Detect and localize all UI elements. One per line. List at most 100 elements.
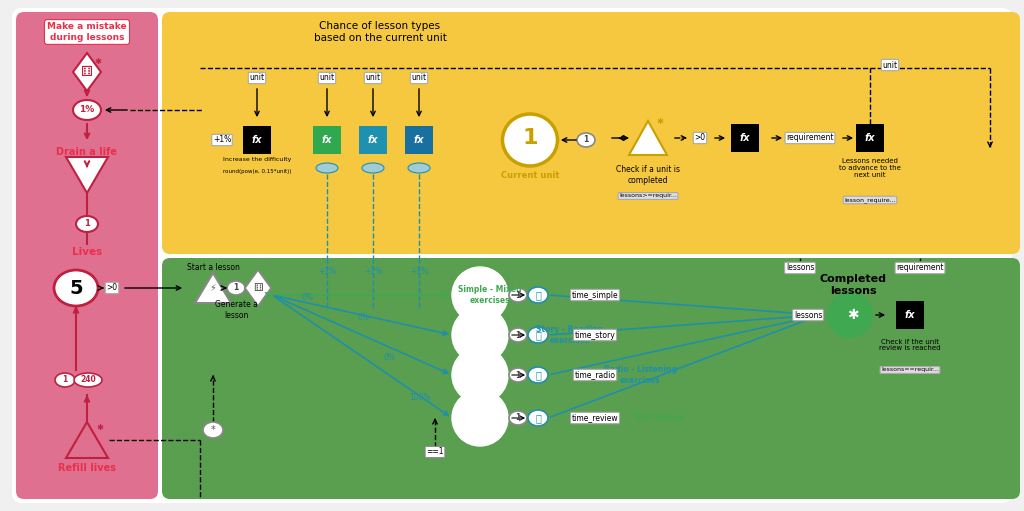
Ellipse shape: [528, 410, 548, 426]
Ellipse shape: [54, 270, 98, 306]
Text: Drain a life: Drain a life: [56, 147, 118, 157]
Circle shape: [452, 347, 508, 403]
Bar: [406, 126, 433, 154]
Text: fx: fx: [322, 135, 332, 145]
Ellipse shape: [503, 114, 557, 166]
Ellipse shape: [509, 411, 527, 425]
Circle shape: [452, 267, 508, 323]
Text: ⧗: ⧗: [536, 370, 541, 380]
Ellipse shape: [362, 163, 384, 173]
Text: lesson_require...: lesson_require...: [844, 197, 896, 203]
Text: unit: unit: [366, 74, 381, 82]
Polygon shape: [66, 422, 108, 458]
Text: unit: unit: [412, 74, 427, 82]
Bar: [243, 126, 271, 154]
Ellipse shape: [528, 327, 548, 343]
Text: 1: 1: [62, 376, 68, 384]
Text: Current unit: Current unit: [501, 171, 559, 179]
Text: Start a lesson: Start a lesson: [186, 263, 240, 271]
Text: requirement: requirement: [786, 133, 834, 143]
FancyBboxPatch shape: [16, 12, 158, 499]
Bar: [896, 301, 924, 329]
Text: ⚅: ⚅: [253, 283, 263, 293]
Text: >0: >0: [106, 284, 118, 292]
Text: lessons==requir...: lessons==requir...: [881, 367, 939, 373]
FancyBboxPatch shape: [162, 12, 1020, 254]
FancyBboxPatch shape: [162, 258, 1020, 499]
Text: Generate a
lesson: Generate a lesson: [215, 300, 257, 320]
Polygon shape: [629, 121, 667, 155]
Text: 1: 1: [515, 331, 520, 339]
Text: fx: fx: [905, 310, 915, 320]
Text: unit: unit: [319, 74, 335, 82]
Text: ✱: ✱: [847, 308, 859, 322]
Text: ==1: ==1: [426, 448, 443, 456]
Bar: [313, 126, 341, 154]
Text: unit: unit: [250, 74, 264, 82]
FancyBboxPatch shape: [12, 8, 1012, 503]
Text: Lives: Lives: [72, 247, 102, 257]
Polygon shape: [195, 273, 231, 303]
Text: 0%: 0%: [384, 354, 396, 362]
Text: lessons: lessons: [785, 264, 814, 272]
Text: +1%: +1%: [213, 135, 231, 145]
Text: +1%: +1%: [364, 267, 382, 276]
Text: fx: fx: [739, 133, 751, 143]
Polygon shape: [245, 270, 271, 306]
Text: 1: 1: [515, 413, 520, 423]
Ellipse shape: [227, 281, 245, 295]
Ellipse shape: [73, 100, 101, 120]
Text: 1%: 1%: [80, 105, 94, 114]
Text: time_story: time_story: [574, 331, 615, 339]
Text: Refill lives: Refill lives: [58, 463, 116, 473]
Ellipse shape: [528, 367, 548, 383]
Text: 0%: 0%: [301, 293, 313, 303]
Text: 240: 240: [80, 376, 96, 384]
Text: time_radio: time_radio: [574, 370, 615, 380]
Ellipse shape: [316, 163, 338, 173]
Text: +1%: +1%: [317, 267, 336, 276]
Text: Unit review: Unit review: [635, 413, 685, 423]
Text: *: *: [211, 425, 215, 435]
Polygon shape: [73, 53, 101, 91]
Ellipse shape: [509, 288, 527, 302]
Text: unit: unit: [883, 60, 898, 69]
Bar: [359, 126, 387, 154]
Ellipse shape: [577, 133, 595, 147]
Text: 1: 1: [522, 128, 538, 148]
Text: Radio - Listening
exercises: Radio - Listening exercises: [603, 365, 677, 385]
Text: requirement: requirement: [896, 264, 944, 272]
Text: ⚅: ⚅: [81, 65, 93, 79]
Text: +1%: +1%: [410, 267, 428, 276]
Text: >0: >0: [694, 133, 706, 143]
Text: 1: 1: [233, 284, 239, 292]
Text: ✱: ✱: [96, 424, 103, 432]
Text: fx: fx: [368, 135, 378, 145]
Text: ⧗: ⧗: [536, 290, 541, 300]
Ellipse shape: [408, 163, 430, 173]
Text: ✱: ✱: [656, 118, 664, 127]
Text: 1: 1: [584, 135, 589, 145]
Text: fx: fx: [252, 135, 262, 145]
Text: ⧗: ⧗: [536, 330, 541, 340]
Text: ⧗: ⧗: [536, 413, 541, 423]
Text: Completed
lessons: Completed lessons: [819, 274, 887, 296]
Text: 1: 1: [84, 220, 90, 228]
Text: Simple - Mixed
exercises: Simple - Mixed exercises: [458, 285, 522, 305]
Ellipse shape: [528, 287, 548, 303]
Text: round(pow(e, 0.15*unit)): round(pow(e, 0.15*unit)): [223, 170, 291, 174]
Text: time_simple: time_simple: [571, 290, 618, 299]
Circle shape: [452, 307, 508, 363]
Text: Story - Reading
exercises: Story - Reading exercises: [537, 326, 603, 345]
Ellipse shape: [74, 373, 102, 387]
Text: ✱: ✱: [94, 58, 101, 66]
Ellipse shape: [509, 328, 527, 342]
Text: time_review: time_review: [571, 413, 618, 423]
Text: ⚡: ⚡: [210, 283, 216, 293]
Circle shape: [828, 293, 872, 337]
Ellipse shape: [55, 373, 75, 387]
Text: 100%: 100%: [410, 393, 431, 403]
Text: fx: fx: [414, 135, 424, 145]
Text: 5: 5: [70, 278, 83, 297]
Text: Make a mistake
during lessons: Make a mistake during lessons: [47, 22, 127, 42]
